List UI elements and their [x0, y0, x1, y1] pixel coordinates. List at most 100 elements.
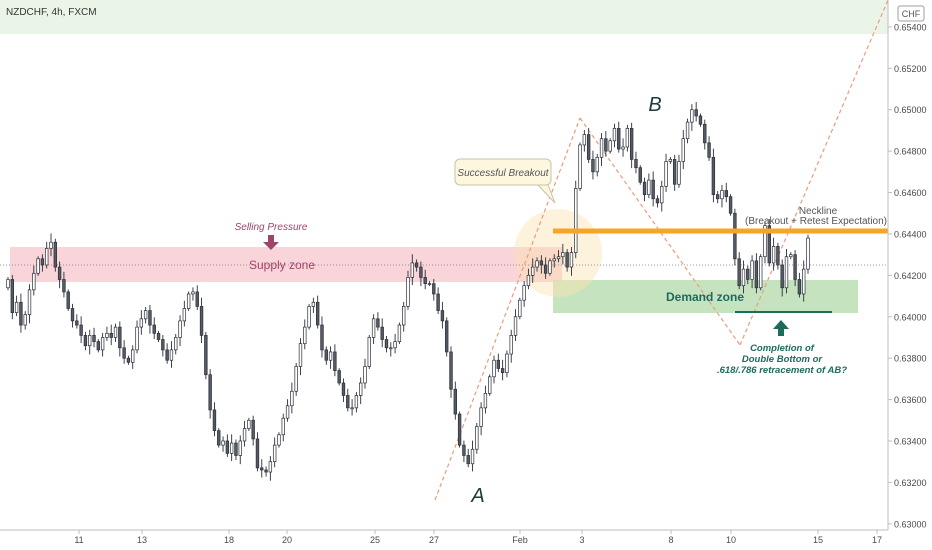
candle [685, 118, 690, 144]
candle-body [578, 144, 582, 189]
candle [363, 358, 367, 389]
candle-body [174, 337, 178, 351]
candle [389, 342, 393, 357]
candle-body [483, 393, 488, 409]
candle [733, 208, 737, 266]
point-b-label: B [648, 94, 661, 116]
candle-body [488, 376, 492, 394]
candle-body [359, 382, 363, 396]
candle-body [66, 291, 70, 309]
candle [462, 440, 466, 463]
candle-body [780, 264, 784, 289]
candle [432, 279, 436, 301]
candle-body [793, 254, 797, 280]
candle [569, 246, 574, 276]
candle [621, 138, 625, 157]
candle [217, 428, 221, 448]
candle-body [728, 196, 733, 214]
candle-body [694, 109, 698, 117]
candle-body [776, 246, 780, 266]
candle [40, 254, 45, 272]
candle-body [135, 326, 139, 351]
candle [531, 258, 535, 284]
candle-body [526, 275, 531, 287]
candle [333, 344, 337, 377]
candle-body [715, 194, 720, 200]
candle [436, 287, 440, 315]
candle [457, 411, 462, 448]
candle-body [234, 442, 238, 456]
candle-body [419, 266, 423, 278]
candle [371, 314, 376, 345]
candle-body [40, 258, 45, 266]
candle [672, 154, 677, 191]
candle [178, 315, 182, 347]
candle [148, 304, 152, 334]
candle [229, 434, 234, 462]
demand-zone-label: Demand zone [666, 290, 744, 304]
candle [174, 333, 178, 355]
candle [660, 180, 664, 212]
candle [290, 382, 294, 414]
candle [505, 350, 509, 378]
x-tick-label: 10 [726, 535, 736, 545]
candle-body [556, 256, 561, 260]
candle-body [62, 279, 66, 293]
candle-body [79, 324, 83, 336]
candle-body [23, 314, 27, 326]
candle-body [647, 179, 651, 195]
candle-body [789, 254, 793, 258]
candle [109, 324, 113, 346]
candle-body [204, 335, 208, 376]
candle-body [707, 142, 711, 158]
candle [272, 437, 277, 468]
candle [707, 136, 711, 161]
candle [625, 124, 630, 152]
candle-body [212, 409, 217, 431]
candle [182, 300, 187, 327]
candle [32, 265, 36, 296]
candle-body [363, 366, 367, 384]
candle [328, 346, 333, 369]
candle [49, 233, 53, 257]
candle [100, 332, 105, 357]
y-tick-label: 0.63800 [894, 354, 927, 364]
candle [754, 253, 759, 294]
candle [629, 122, 634, 169]
candle [776, 242, 780, 270]
candle-body [83, 335, 88, 347]
y-tick-label: 0.65000 [894, 105, 927, 115]
candle-body [118, 326, 122, 349]
candle [281, 413, 285, 442]
candle-body [350, 407, 354, 410]
candle-body [617, 128, 621, 150]
candle [599, 133, 604, 167]
candle [354, 391, 359, 413]
candle [784, 249, 789, 294]
candle-body [139, 318, 144, 328]
candle [397, 322, 402, 345]
candle [483, 385, 488, 414]
candle [19, 293, 23, 333]
candle [453, 381, 457, 420]
candle-body [36, 258, 40, 274]
candle [105, 326, 109, 341]
candle [488, 374, 492, 396]
candle [10, 274, 14, 320]
currency-badge: CHF [897, 5, 925, 22]
candle [793, 250, 797, 287]
candle-body [496, 359, 501, 369]
candle-body [57, 266, 62, 280]
candle [806, 234, 810, 274]
candle-body [260, 467, 264, 471]
candle [6, 277, 10, 291]
candle-body [612, 128, 617, 142]
candle-body [685, 121, 690, 140]
candle-body [660, 185, 664, 204]
candle [771, 237, 776, 271]
candle [122, 340, 126, 364]
candle-body [182, 308, 187, 322]
candle [578, 142, 582, 191]
candle-body [720, 190, 724, 200]
